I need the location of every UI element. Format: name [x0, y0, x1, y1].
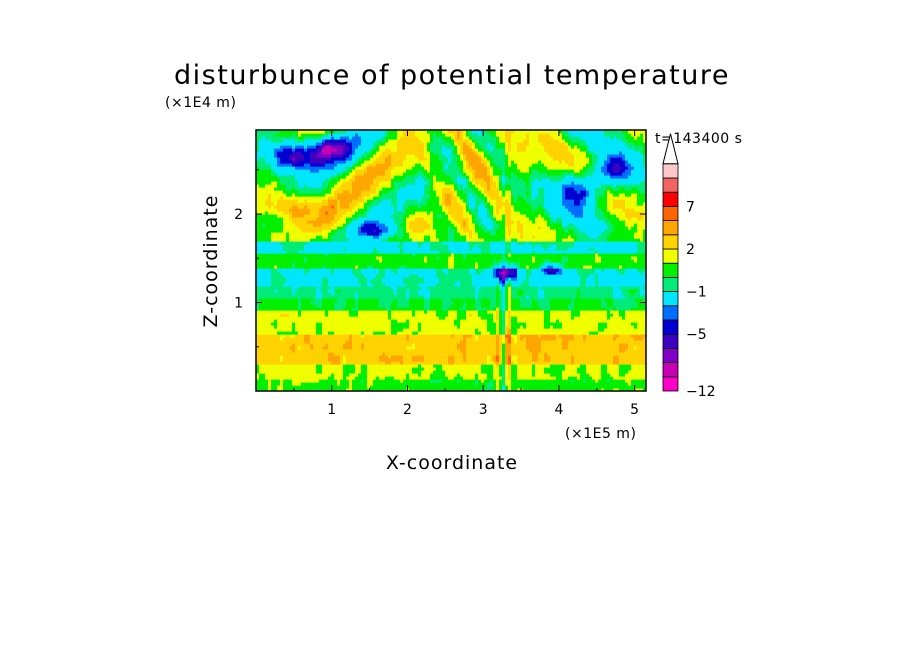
- y-unit-label: (×1E4 m): [165, 95, 236, 111]
- heatmap-field: [256, 130, 647, 392]
- chart-title: disturbunce of potential temperature: [174, 60, 730, 91]
